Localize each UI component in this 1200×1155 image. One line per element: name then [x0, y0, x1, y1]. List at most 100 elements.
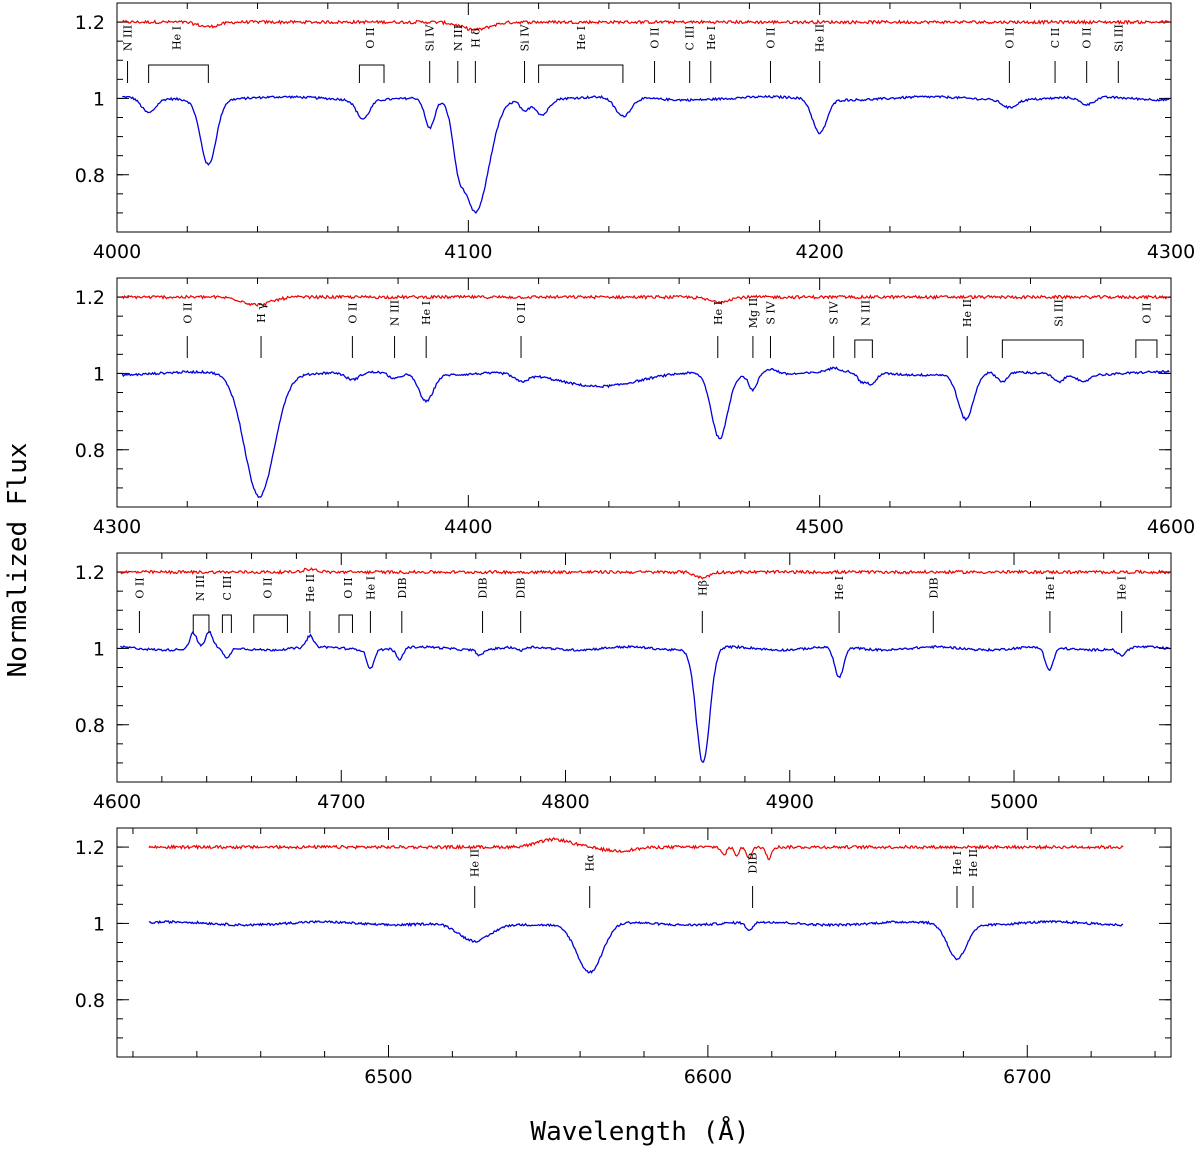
line-identification: He I: [1116, 576, 1129, 633]
line-identification: He I: [1044, 576, 1057, 633]
line-id-label: O II: [1081, 27, 1094, 48]
line-id-label: O II: [342, 577, 355, 598]
spectrum-panel-2: 0.8 1 1.2 4300 4400 4500 4600 O II H γ O II N III H…: [75, 277, 1195, 538]
x-tick-label: 4800: [541, 791, 589, 813]
observed-spectrum-line: [148, 919, 1124, 974]
line-identification: H δ: [469, 28, 482, 83]
line-identification: DIB: [477, 577, 490, 633]
line-identification: He I: [705, 26, 718, 83]
y-tick-label: 0.8: [75, 165, 105, 187]
residual-spectrum-line: [121, 294, 1170, 307]
line-identification: He I: [951, 851, 964, 908]
line-id-label: N III: [389, 300, 402, 326]
line-identification: N III: [854, 300, 873, 358]
line-id-label: O II: [1140, 302, 1153, 323]
line-identification: O II: [1135, 302, 1158, 358]
line-id-label: O II: [764, 27, 777, 48]
line-id-label: He II: [967, 849, 980, 877]
line-id-label: He I: [171, 26, 184, 50]
line-id-label: He I: [575, 26, 588, 50]
line-identification: S IV: [828, 300, 841, 358]
line-id-label: He II: [814, 24, 827, 52]
y-tick-label: 1.2: [75, 287, 105, 309]
line-identification: He I: [712, 301, 725, 358]
line-identification: C II: [1049, 28, 1062, 83]
line-identification: N III: [122, 25, 135, 83]
line-identification: Hα: [584, 854, 597, 908]
line-id-label: DIB: [747, 852, 760, 873]
line-identification: O II: [1003, 27, 1016, 83]
line-id-label: Si IV: [424, 24, 437, 52]
line-identification: DIB: [747, 852, 760, 908]
plot-frame: [116, 552, 1172, 783]
line-id-label: He I: [420, 301, 433, 325]
line-id-label: He II: [469, 849, 482, 877]
line-id-label: DIB: [927, 577, 940, 598]
line-id-label: He II: [961, 299, 974, 327]
line-identification: O II: [253, 577, 288, 633]
line-id-label: N III: [452, 25, 465, 51]
line-id-label: Si III: [1112, 24, 1125, 52]
line-id-label: He I: [712, 301, 725, 325]
line-identification: Si III: [1001, 299, 1084, 358]
line-id-label: He I: [705, 26, 718, 50]
line-identification: N III: [389, 300, 402, 358]
line-identification: He I: [364, 576, 377, 633]
line-id-bracket: [338, 614, 353, 633]
line-id-label: H γ: [255, 303, 268, 323]
line-id-label: S IV: [764, 300, 777, 324]
y-tick-label: 0.8: [75, 990, 105, 1012]
line-identification: Mg II: [747, 298, 760, 358]
y-axis-label: Normalized Flux: [3, 443, 33, 678]
line-identification: He II: [961, 299, 974, 358]
x-tick-label: 4700: [317, 791, 365, 813]
line-id-bracket: [538, 64, 624, 83]
line-id-label: Hβ: [696, 580, 709, 596]
line-id-label: Si III: [1053, 299, 1066, 327]
x-tick-label: 4600: [1147, 516, 1195, 538]
line-identification: N III: [192, 575, 210, 633]
x-tick-label: 6700: [1003, 1066, 1051, 1088]
line-id-label: O II: [346, 302, 359, 323]
line-identification: DIB: [927, 577, 940, 633]
y-tick-label: 1.2: [75, 837, 105, 859]
line-id-label: He II: [304, 574, 317, 602]
line-identification: C III: [221, 576, 234, 633]
line-id-bracket: [253, 614, 288, 633]
line-id-label: N III: [194, 575, 207, 601]
line-identification: O II: [358, 27, 385, 83]
x-tick-label: 5000: [990, 791, 1038, 813]
line-id-label: He I: [951, 851, 964, 875]
y-tick-label: 1: [93, 363, 105, 385]
line-id-label: S IV: [828, 300, 841, 324]
line-id-label: C II: [1049, 28, 1062, 49]
line-id-label: DIB: [477, 577, 490, 598]
y-tick-label: 1: [93, 88, 105, 110]
line-id-label: C III: [221, 576, 234, 601]
line-id-label: O II: [181, 302, 194, 323]
x-tick-label: 4400: [444, 516, 492, 538]
line-id-label: DIB: [515, 577, 528, 598]
x-tick-label: 6500: [364, 1066, 412, 1088]
x-tick-label: 4600: [93, 791, 141, 813]
line-id-bracket: [854, 339, 873, 358]
line-identification: H γ: [255, 303, 268, 358]
line-identification: Si IV: [424, 24, 437, 83]
line-id-label: O II: [515, 302, 528, 323]
line-id-label: DIB: [396, 577, 409, 598]
x-tick-label: 4100: [444, 241, 492, 263]
line-identification: He II: [469, 849, 482, 908]
x-tick-label: 4300: [93, 516, 141, 538]
line-identification: Si III: [1112, 24, 1125, 83]
line-id-label: He I: [833, 576, 846, 600]
observed-spectrum-line: [121, 366, 1170, 499]
line-identification: O II: [338, 577, 355, 633]
line-id-label: O II: [133, 577, 146, 598]
line-id-label: H δ: [469, 28, 482, 48]
line-id-bracket: [221, 614, 232, 633]
x-tick-label: 4200: [795, 241, 843, 263]
line-id-label: O II: [1003, 27, 1016, 48]
line-identification: O II: [515, 302, 528, 358]
